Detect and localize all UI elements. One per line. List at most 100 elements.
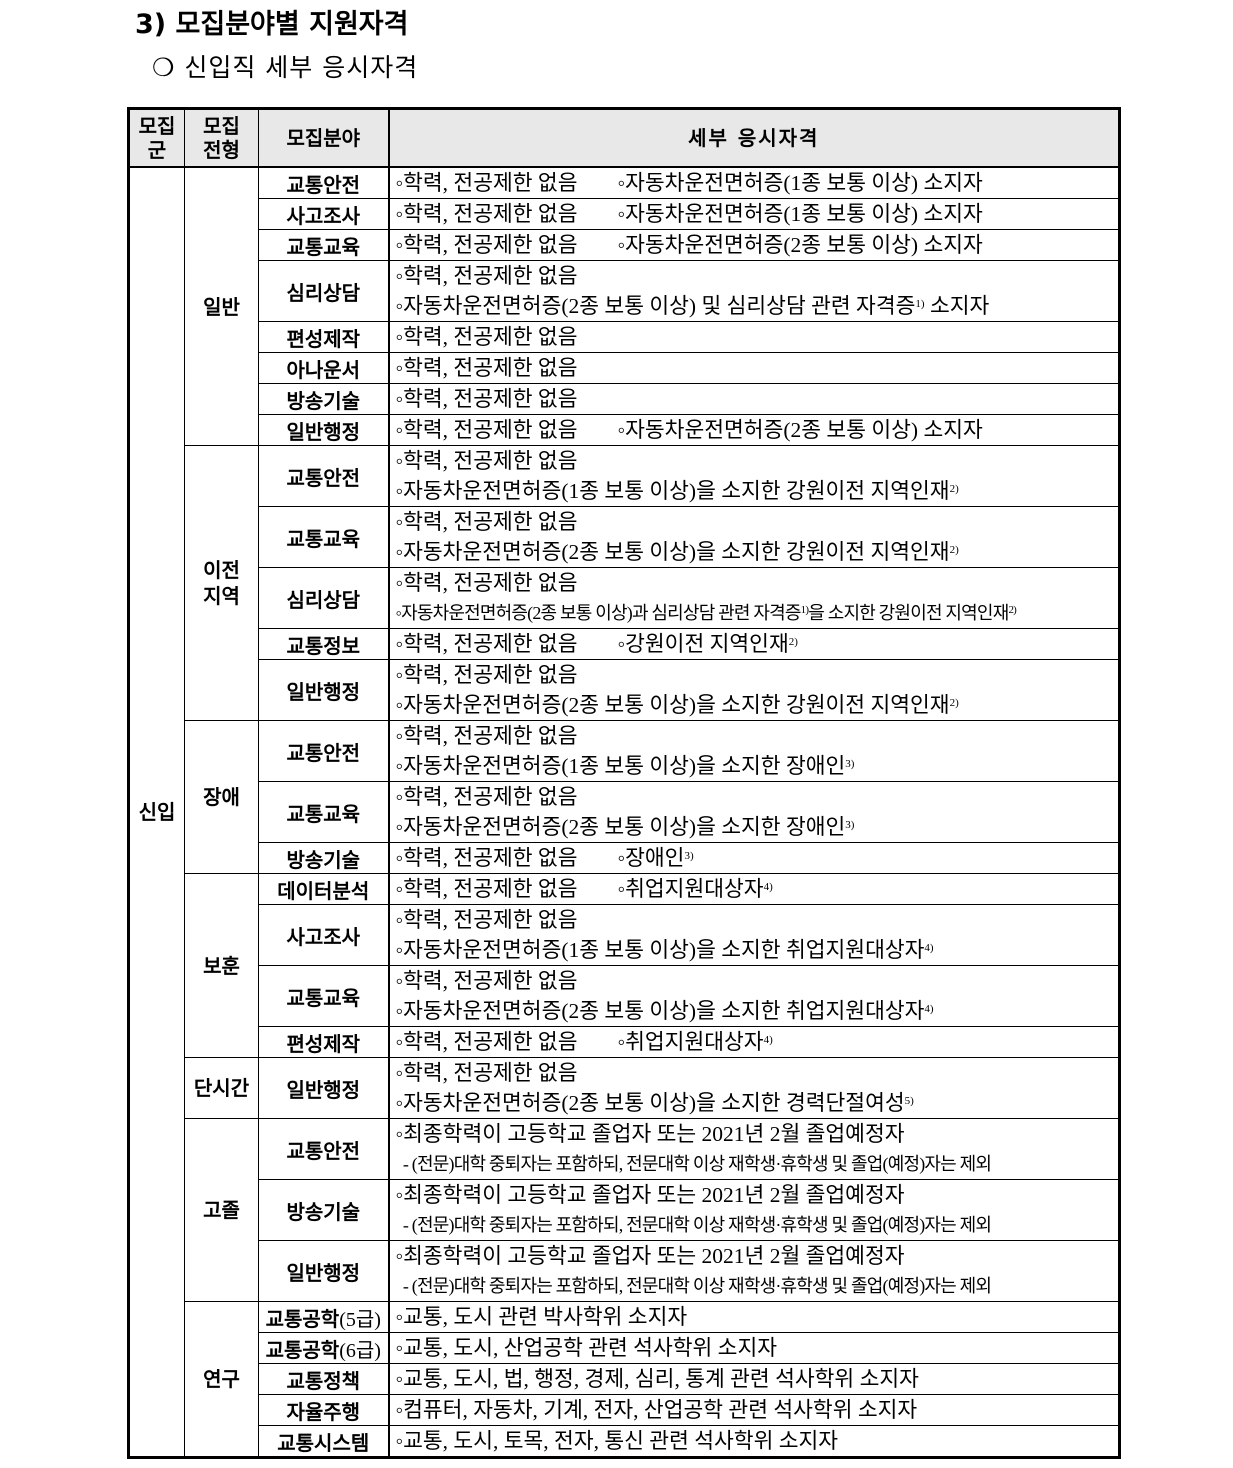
field-cell: 일반행정 <box>258 1240 390 1302</box>
field-cell: 교통교육 <box>258 229 390 261</box>
field-name: 교통공학 <box>265 1337 340 1362</box>
qualification-text-2: ◦자동차운전면허증(2종 보통 이상) 소지자 <box>617 233 983 257</box>
qualification-cell: ◦최종학력이 고등학교 졸업자 또는 2021년 2월 졸업예정자 - (전문)… <box>388 1179 1120 1241</box>
footnote-mark: 2) <box>788 636 798 648</box>
qualification-cell: ◦최종학력이 고등학교 졸업자 또는 2021년 2월 졸업예정자 - (전문)… <box>388 1118 1120 1180</box>
qualification-text: ◦학력, 전공제한 없음 <box>395 418 578 442</box>
field-name: 일반행정 <box>286 1260 361 1285</box>
field-name: 사고조사 <box>286 924 361 949</box>
footnote-mark: 5) <box>904 1095 914 1107</box>
qualification-line: - (전문)대학 중퇴자는 포함하되, 전문대학 이상 재학생·휴학생 및 졸업… <box>396 1149 1119 1179</box>
footnote-mark: 4) <box>924 1003 934 1015</box>
field-name: 아나운서 <box>286 357 361 382</box>
qualification-text: ◦최종학력이 고등학교 졸업자 또는 2021년 2월 졸업예정자 <box>395 1183 905 1207</box>
footnote-mark: 2) <box>1008 604 1017 616</box>
field-cell: 교통정보 <box>258 628 390 660</box>
table-row: 교통교육 ◦학력, 전공제한 없음 ◦자동차운전면허증(2종 보통 이상)을 소지한… <box>129 965 1120 1027</box>
qualification-text: ◦학력, 전공제한 없음 <box>395 908 578 932</box>
group-cell: 신입 <box>128 166 185 1458</box>
field-name: 심리상담 <box>286 280 361 305</box>
qualification-text: ◦학력, 전공제한 없음 <box>395 969 578 993</box>
field-cell: 사고조사 <box>258 904 390 966</box>
qualification-cell: ◦학력, 전공제한 없음 <box>388 321 1120 353</box>
qualification-cell: ◦학력, 전공제한 없음 ◦자동차운전면허증(2종 보통 이상) 및 심리상담 관… <box>388 260 1120 322</box>
table-row: 사고조사 ◦학력, 전공제한 없음 ◦자동차운전면허증(1종 보통 이상)을 소지한… <box>129 904 1120 966</box>
table-row: 장애 교통안전 ◦학력, 전공제한 없음 ◦자동차운전면허증(1종 보통 이상)을 소… <box>129 720 1120 874</box>
header-field: 모집분야 <box>258 108 390 168</box>
footnote-mark: 3) <box>845 819 855 831</box>
qualification-text: ◦학력, 전공제한 없음 <box>395 571 578 595</box>
qualification-cell: ◦교통, 도시, 토목, 전자, 통신 관련 석사학위 소지자 <box>388 1425 1120 1458</box>
field-name: 데이터분석 <box>277 878 370 903</box>
qualification-line: ◦자동차운전면허증(2종 보통 이상)을 소지한 취업지원대상자4) <box>396 996 1119 1026</box>
qualification-text: - (전문)대학 중퇴자는 포함하되, 전문대학 이상 재학생·휴학생 및 졸업… <box>395 1215 992 1235</box>
qualification-line: ◦교통, 도시 관련 박사학위 소지자 <box>395 1303 1119 1332</box>
qualification-line: ◦학력, 전공제한 없음 ◦자동차운전면허증(2종 보통 이상) 소지자 <box>395 416 1119 445</box>
qualification-cell: ◦학력, 전공제한 없음 ◦자동차운전면허증(2종 보통 이상)과 심리상담 관련… <box>388 567 1120 629</box>
field-name: 편성제작 <box>286 326 361 351</box>
footnote-mark: 3) <box>845 758 855 770</box>
qualification-text: ◦학력, 전공제한 없음 <box>395 202 578 226</box>
qualification-line: ◦학력, 전공제한 없음 ◦자동차운전면허증(1종 보통 이상) 소지자 <box>396 168 1119 198</box>
field-cell: 심리상담 <box>258 260 390 322</box>
qualification-text: ◦학력, 전공제한 없음 <box>395 785 578 809</box>
qualification-line: - (전문)대학 중퇴자는 포함하되, 전문대학 이상 재학생·휴학생 및 졸업… <box>396 1210 1119 1240</box>
field-cell: 교통공학(6급) <box>258 1332 390 1364</box>
field-name: 교통안전 <box>286 172 361 197</box>
qualification-line: ◦학력, 전공제한 없음 <box>396 354 1119 383</box>
qualification-text: ◦교통, 도시 관련 박사학위 소지자 <box>395 1305 688 1329</box>
table-row: 자율주행 ◦컴퓨터, 자동차, 기계, 전자, 산업공학 관련 석사학위 소지자 <box>129 1394 1120 1426</box>
qualification-text: ◦자동차운전면허증(2종 보통 이상) 및 심리상담 관련 자격증 <box>395 294 916 318</box>
field-grade: (6급) <box>339 1339 381 1362</box>
qualification-line: ◦자동차운전면허증(2종 보통 이상)을 소지한 강원이전 지역인재2) <box>396 690 1119 720</box>
qualification-text: ◦학력, 전공제한 없음 <box>395 264 578 288</box>
table-row: 방송기술 ◦학력, 전공제한 없음 ◦장애인3) <box>129 842 1120 874</box>
field-name: 사고조사 <box>286 203 361 228</box>
table-row: 일반행정 ◦학력, 전공제한 없음 ◦자동차운전면허증(2종 보통 이상)을 소지한… <box>129 659 1120 721</box>
qualification-text-2: ◦자동차운전면허증(2종 보통 이상) 소지자 <box>617 418 983 442</box>
qualification-text: ◦자동차운전면허증(1종 보통 이상)을 소지한 취업지원대상자 <box>395 938 925 962</box>
qualification-line: ◦학력, 전공제한 없음 ◦강원이전 지역인재2) <box>396 630 1119 659</box>
qualification-line: ◦학력, 전공제한 없음 <box>395 906 1119 936</box>
qualification-line: ◦교통, 도시, 토목, 전자, 통신 관련 석사학위 소지자 <box>396 1427 1119 1457</box>
field-cell: 교통교육 <box>258 506 390 568</box>
footnote-mark: 2) <box>949 483 959 495</box>
qualification-text: ◦자동차운전면허증(2종 보통 이상)을 소지한 강원이전 지역인재 <box>395 540 950 564</box>
qualification-text: ◦자동차운전면허증(2종 보통 이상)을 소지한 경력단절여성 <box>395 1091 905 1115</box>
qualification-line: ◦학력, 전공제한 없음 <box>396 661 1119 691</box>
qualification-line: ◦학력, 전공제한 없음 ◦취업지원대상자4) <box>396 875 1119 904</box>
qualification-text: - (전문)대학 중퇴자는 포함하되, 전문대학 이상 재학생·휴학생 및 졸업… <box>395 1276 992 1296</box>
section-cell: 이전 지역 <box>184 445 259 721</box>
qualification-cell: ◦학력, 전공제한 없음 ◦취업지원대상자4) <box>388 1026 1120 1058</box>
header-type: 모집 전형 <box>184 108 259 168</box>
section-cell: 장애 <box>184 720 259 874</box>
footnote-mark: 1) <box>800 604 809 616</box>
table-row: 교통공학(6급) ◦교통, 도시, 산업공학 관련 석사학위 소지자 <box>129 1332 1120 1364</box>
field-name: 교통교육 <box>286 526 361 551</box>
table-row: 교통교육 ◦학력, 전공제한 없음 ◦자동차운전면허증(2종 보통 이상)을 소지한… <box>129 781 1120 843</box>
field-cell: 교통교육 <box>258 965 390 1027</box>
qualification-line: ◦학력, 전공제한 없음 <box>396 508 1119 538</box>
qualification-line: ◦교통, 도시, 법, 행정, 경제, 심리, 통계 관련 석사학위 소지자 <box>396 1365 1119 1394</box>
field-name: 교통시스템 <box>277 1430 370 1455</box>
qualification-text: ◦자동차운전면허증(1종 보통 이상)을 소지한 강원이전 지역인재 <box>395 479 950 503</box>
qualification-cell: ◦학력, 전공제한 없음 ◦자동차운전면허증(1종 보통 이상) 소지자 <box>388 198 1120 230</box>
table-row: 교통정책 ◦교통, 도시, 법, 행정, 경제, 심리, 통계 관련 석사학위 소… <box>129 1363 1120 1395</box>
section-heading: 3) 모집분야별 지원자격 <box>135 9 409 40</box>
header-qualification: 세부 응시자격 <box>388 108 1120 168</box>
qualification-cell: ◦학력, 전공제한 없음 ◦자동차운전면허증(2종 보통 이상) 소지자 <box>388 414 1120 446</box>
table-row: 아나운서 ◦학력, 전공제한 없음 <box>129 352 1120 384</box>
qualification-line: ◦최종학력이 고등학교 졸업자 또는 2021년 2월 졸업예정자 <box>395 1181 1119 1211</box>
field-cell: 아나운서 <box>258 352 390 384</box>
qualification-cell: ◦학력, 전공제한 없음 <box>388 383 1120 415</box>
qualification-cell: ◦교통, 도시, 법, 행정, 경제, 심리, 통계 관련 석사학위 소지자 <box>388 1363 1120 1395</box>
table-row: 신입 일반 교통안전 ◦학력, 전공제한 없음 ◦자동차운전면허증(1종 보통 이상) … <box>128 166 1120 1458</box>
qualification-line: ◦학력, 전공제한 없음 <box>396 722 1119 752</box>
field-name: 방송기술 <box>286 847 361 872</box>
table-row: 연구 교통공학(5급) ◦교통, 도시 관련 박사학위 소지자 <box>129 1301 1120 1458</box>
qualification-text-2: ◦자동차운전면허증(1종 보통 이상) 소지자 <box>617 171 983 195</box>
qualification-text: ◦학력, 전공제한 없음 <box>395 325 578 349</box>
qualification-cell: ◦교통, 도시, 산업공학 관련 석사학위 소지자 <box>388 1332 1120 1364</box>
section-cell: 연구 <box>184 1301 259 1458</box>
qualification-text-2: ◦강원이전 지역인재 <box>617 632 789 656</box>
